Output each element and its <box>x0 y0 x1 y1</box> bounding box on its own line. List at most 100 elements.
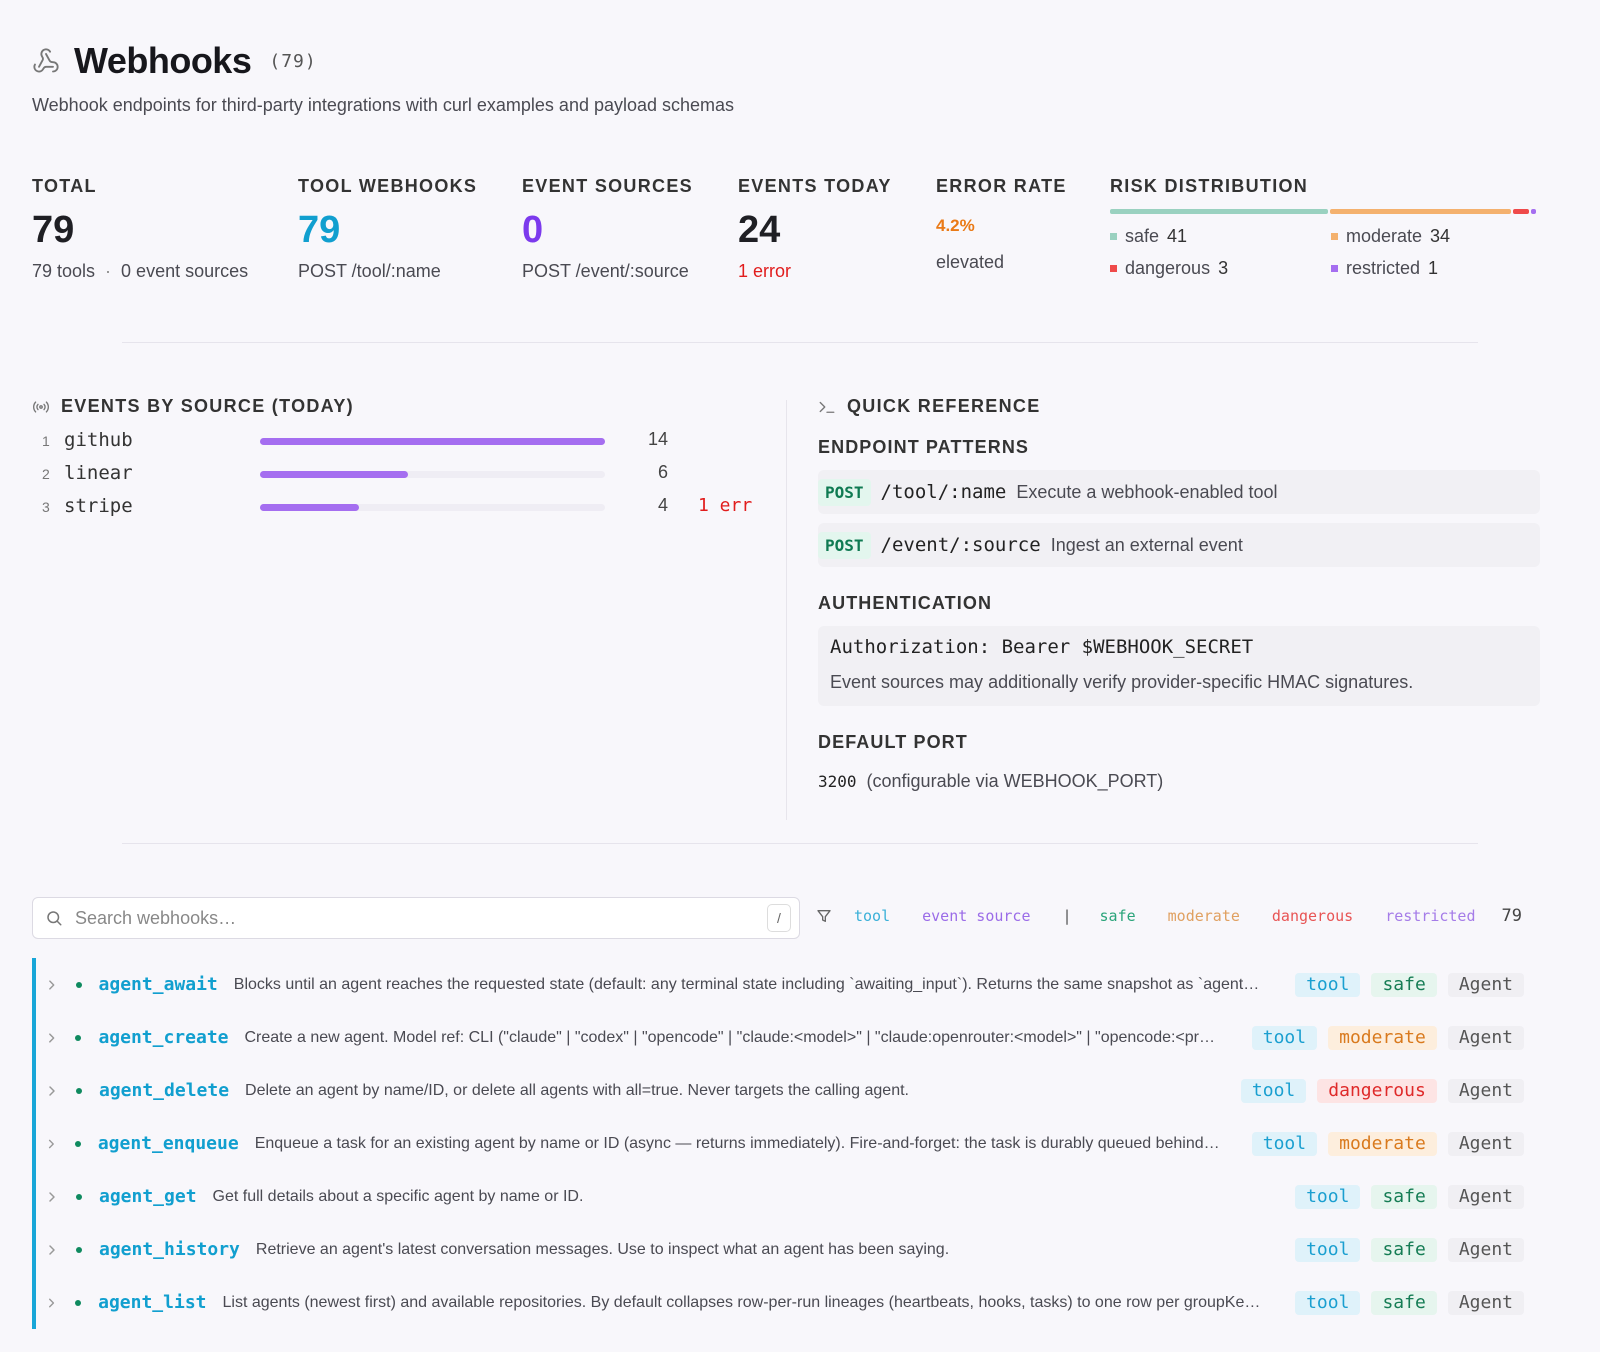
search-box[interactable]: / <box>32 897 800 939</box>
source-bar-fill <box>260 504 359 511</box>
webhook-description: Create a new agent. Model ref: CLI ("cla… <box>244 1028 1221 1046</box>
risk-badge: safe <box>1371 1237 1437 1262</box>
badge-group: tool safe Agent <box>1284 1237 1542 1262</box>
stat-value: 79 <box>298 209 341 251</box>
source-row-stripe[interactable]: 3 stripe 4 1 err <box>42 493 772 526</box>
chevron-right-icon[interactable] <box>46 979 58 991</box>
category-badge: Agent <box>1447 1025 1524 1050</box>
risk-badge: dangerous <box>1317 1078 1437 1103</box>
status-dot <box>76 1087 82 1094</box>
filter-chip-restricted[interactable]: restricted <box>1385 907 1476 925</box>
stat-value: 0 <box>522 209 544 251</box>
page-subtitle: Webhook endpoints for third-party integr… <box>32 95 735 115</box>
source-row-github[interactable]: 1 github 14 <box>42 427 772 460</box>
filter-chip-moderate[interactable]: moderate <box>1167 907 1240 925</box>
chevron-right-icon[interactable] <box>46 1297 57 1309</box>
kind-badge: tool <box>1251 1131 1318 1156</box>
stat-label: TOTAL <box>32 176 97 196</box>
category-badge: Agent <box>1447 1131 1524 1156</box>
webhook-row[interactable]: agent_get Get full details about a specif… <box>32 1170 1542 1223</box>
risk-segment-dangerous <box>1512 209 1529 214</box>
webhook-row[interactable]: agent_enqueue Enqueue a task for an exist… <box>32 1117 1542 1170</box>
status-dot <box>75 1299 82 1306</box>
webhook-row[interactable]: agent_delete Delete an agent by name/ID, … <box>32 1064 1542 1117</box>
endpoint-description: Execute a webhook-enabled tool <box>1016 481 1278 502</box>
source-index: 1 <box>42 433 50 449</box>
webhook-row[interactable]: agent_await Blocks until an agent reaches… <box>32 958 1542 1011</box>
source-row-linear[interactable]: 2 linear 6 <box>42 460 772 493</box>
chevron-right-icon[interactable] <box>46 1191 58 1203</box>
legend-count: 41 <box>1167 226 1188 246</box>
default-port-heading: DEFAULT PORT <box>818 732 968 752</box>
webhook-description: Get full details about a specific agent … <box>212 1187 584 1205</box>
endpoint-row: POST /event/:source Ingest an external e… <box>818 523 1540 567</box>
badge-group: tool moderate Agent <box>1241 1025 1542 1050</box>
chevron-right-icon[interactable] <box>46 1032 57 1044</box>
chevron-right-icon[interactable] <box>46 1244 58 1256</box>
event-sources-count: 0 event sources <box>121 261 249 281</box>
source-count: 6 <box>657 462 668 482</box>
error-count: 1 error <box>738 261 792 281</box>
webhook-row[interactable]: agent_create Create a new agent. Model re… <box>32 1011 1542 1064</box>
webhook-row[interactable]: agent_list List agents (newest first) and… <box>32 1276 1542 1329</box>
badge-group: tool dangerous Agent <box>1230 1078 1542 1103</box>
stat-error-rate: ERROR RATE 4.2% elevated <box>936 176 1067 273</box>
source-name: stripe <box>64 495 133 517</box>
webhook-row[interactable]: agent_history Retrieve an agent's latest … <box>32 1223 1542 1276</box>
webhook-description: Blocks until an agent reaches the reques… <box>233 975 1265 993</box>
endpoint-path: /tool/:name <box>880 481 1007 503</box>
webhook-name[interactable]: agent_list <box>98 1292 207 1313</box>
filter-bar: tool event source | safe moderate dangerous re… <box>816 906 1522 926</box>
divider <box>122 843 1478 844</box>
filter-chip-event-source[interactable]: event source <box>922 907 1031 925</box>
search-icon <box>47 911 62 926</box>
webhook-list: agent_await Blocks until an agent reaches… <box>32 958 1542 1329</box>
kind-badge: tool <box>1295 1184 1361 1209</box>
auth-note: Event sources may additionally verify pr… <box>830 672 1414 692</box>
port-number: 3200 <box>818 772 857 791</box>
page-header: Webhooks (79) <box>32 40 317 82</box>
category-badge: Agent <box>1447 1290 1524 1315</box>
filter-chip-tool[interactable]: tool <box>854 907 891 925</box>
stat-label: ERROR RATE <box>936 176 1067 196</box>
risk-legend-restricted: restricted 1 <box>1331 258 1540 279</box>
source-index: 3 <box>42 499 50 515</box>
endpoint-patterns-heading: ENDPOINT PATTERNS <box>818 437 1030 457</box>
risk-segment-safe <box>1110 209 1328 214</box>
risk-segment-restricted <box>1530 209 1537 214</box>
events-by-source-panel: EVENTS BY SOURCE (TODAY) 1 github 14 2 linea… <box>32 396 772 526</box>
stat-events-today: EVENTS TODAY 24 1 error <box>738 176 892 282</box>
legend-count: 3 <box>1218 258 1229 278</box>
source-bar-track <box>260 438 605 445</box>
chevron-right-icon[interactable] <box>46 1085 58 1097</box>
webhook-name[interactable]: agent_history <box>99 1239 240 1260</box>
chevron-right-icon[interactable] <box>46 1138 57 1150</box>
webhook-name[interactable]: agent_create <box>98 1027 229 1048</box>
source-name: linear <box>64 462 133 484</box>
source-bar-fill <box>260 471 408 478</box>
webhook-name[interactable]: agent_get <box>99 1186 197 1207</box>
filter-chip-dangerous[interactable]: dangerous <box>1271 907 1354 925</box>
vertical-divider <box>786 400 787 820</box>
risk-legend-moderate: moderate 34 <box>1331 226 1540 247</box>
filter-icon[interactable] <box>816 908 832 924</box>
webhook-name[interactable]: agent_await <box>98 974 218 995</box>
status-dot <box>74 1140 81 1147</box>
status-dot <box>76 1246 82 1253</box>
webhook-description: Retrieve an agent's latest conversation … <box>255 1240 950 1258</box>
kind-badge: tool <box>1240 1078 1307 1103</box>
risk-badge: moderate <box>1328 1131 1437 1156</box>
search-input[interactable] <box>75 907 735 929</box>
stat-sub: POST /event/:source <box>522 261 689 281</box>
webhook-name[interactable]: agent_enqueue <box>97 1133 239 1154</box>
auth-header-code: Authorization: Bearer $WEBHOOK_SECRET <box>830 636 1254 658</box>
stat-label: TOOL WEBHOOKS <box>298 176 478 196</box>
page-title: Webhooks <box>74 40 252 81</box>
webhook-name[interactable]: agent_delete <box>99 1080 230 1101</box>
legend-swatch <box>1331 233 1338 240</box>
endpoint-path: /event/:source <box>880 534 1041 556</box>
risk-badge: safe <box>1371 972 1437 997</box>
legend-swatch <box>1331 265 1338 272</box>
filter-chip-safe[interactable]: safe <box>1099 907 1136 925</box>
filter-separator: | <box>1062 907 1072 925</box>
